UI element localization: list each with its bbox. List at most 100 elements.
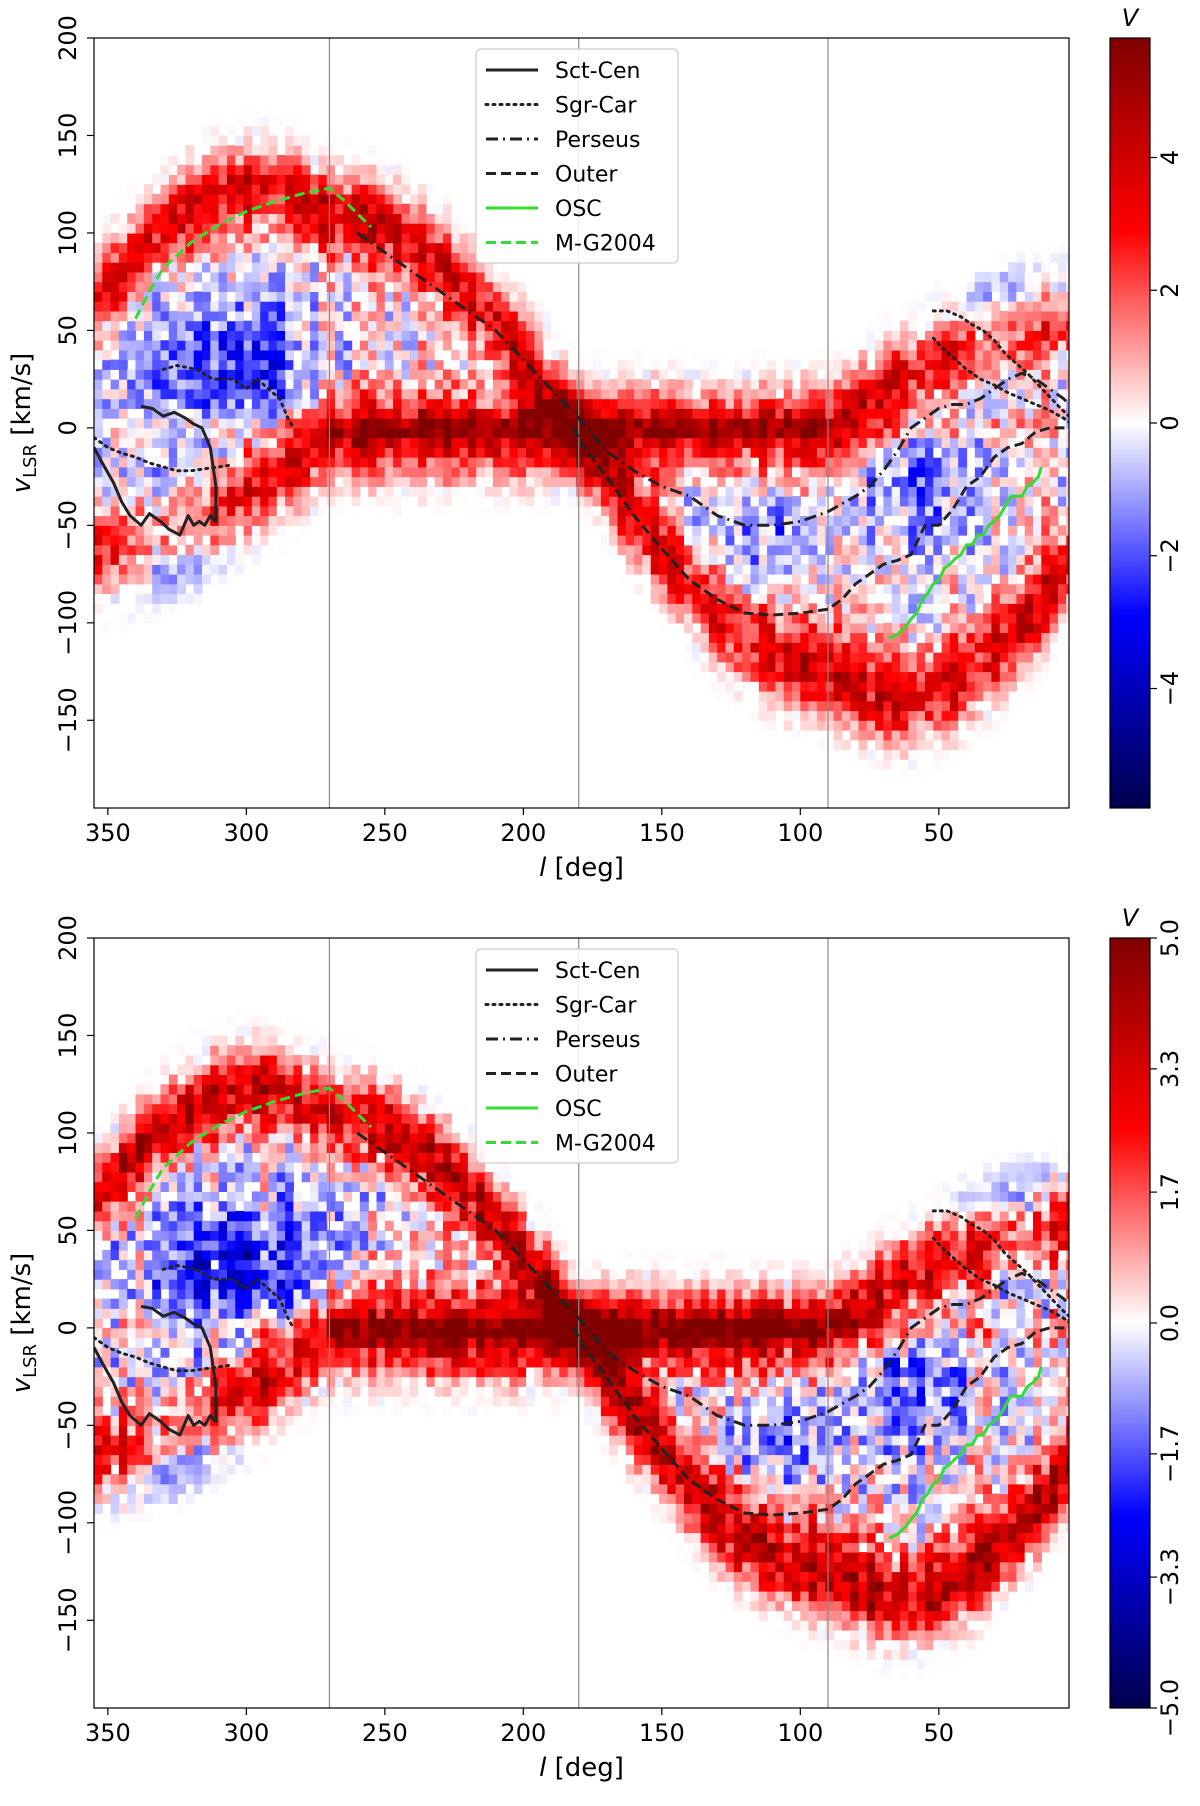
heatmap-cell: [576, 466, 585, 478]
heatmap-cell: [293, 242, 303, 253]
heatmap-cell: [301, 466, 311, 478]
heatmap-cell: [301, 379, 311, 390]
heatmap-cell: [742, 671, 752, 682]
heatmap-cell: [268, 496, 278, 507]
heatmap-cell: [135, 486, 145, 497]
heatmap-cell: [135, 1522, 145, 1534]
heatmap-cell: [185, 369, 195, 380]
heatmap-cell: [235, 164, 245, 175]
heatmap-cell: [634, 359, 643, 370]
heatmap-cell: [185, 1357, 195, 1368]
heatmap-cell: [916, 515, 926, 526]
heatmap-cell: [1024, 574, 1034, 585]
heatmap-cell: [401, 486, 411, 497]
heatmap-cell: [999, 681, 1009, 692]
heatmap-cell: [94, 457, 103, 468]
heatmap-cell: [517, 388, 527, 400]
heatmap-cell: [110, 1123, 120, 1134]
heatmap-cell: [584, 408, 594, 419]
heatmap-cell: [301, 223, 311, 234]
heatmap-cell: [177, 164, 186, 175]
heatmap-cell: [152, 554, 162, 565]
heatmap-cell: [118, 310, 128, 322]
heatmap-cell: [767, 535, 776, 546]
heatmap-cell: [168, 252, 178, 263]
heatmap-cell: [717, 583, 727, 595]
heatmap-cell: [177, 379, 186, 390]
heatmap-cell: [650, 515, 660, 526]
heatmap-cell: [925, 349, 934, 361]
heatmap-cell: [110, 301, 120, 312]
heatmap-cell: [1016, 642, 1026, 653]
heatmap-cell: [534, 505, 544, 517]
heatmap-cell: [1008, 574, 1017, 585]
heatmap-cell: [725, 486, 735, 497]
heatmap-cell: [983, 301, 992, 312]
heatmap-cell: [260, 427, 270, 439]
heatmap-cell: [110, 1493, 120, 1504]
heatmap-cell: [717, 418, 727, 429]
heatmap-cell: [534, 476, 544, 487]
heatmap-cell: [135, 505, 145, 517]
heatmap-cell: [908, 564, 918, 575]
heatmap-cell: [467, 447, 477, 458]
heatmap-cell: [152, 1454, 162, 1465]
heatmap-cell: [393, 349, 402, 361]
heatmap-cell: [94, 369, 103, 380]
heatmap-cell: [700, 496, 710, 507]
heatmap-cell: [102, 291, 112, 302]
heatmap-cell: [742, 632, 752, 643]
heatmap-cell: [185, 320, 195, 331]
heatmap-cell: [767, 466, 776, 478]
heatmap-cell: [94, 418, 103, 429]
heatmap-cell: [368, 330, 378, 341]
heatmap-cell: [1016, 593, 1026, 604]
heatmap-cell: [941, 671, 951, 682]
heatmap-cell: [376, 164, 386, 175]
heatmap-cell: [517, 496, 527, 507]
heatmap-cell: [717, 632, 727, 643]
heatmap-cell: [94, 622, 103, 634]
heatmap-cell: [750, 671, 760, 682]
heatmap-cell: [451, 223, 461, 234]
heatmap-cell: [925, 691, 934, 702]
heatmap-cell: [634, 349, 643, 361]
heatmap-cell: [808, 671, 818, 682]
heatmap-cell: [94, 330, 103, 341]
heatmap-cell: [792, 535, 801, 546]
heatmap-cell: [542, 359, 552, 370]
heatmap-cell: [110, 291, 120, 302]
heatmap-cell: [891, 359, 901, 370]
heatmap-cell: [260, 496, 270, 507]
heatmap-cell: [916, 359, 926, 370]
heatmap-cell: [501, 301, 511, 312]
heatmap-cell: [642, 554, 652, 565]
heatmap-cell: [783, 515, 793, 526]
heatmap-cell: [260, 310, 270, 322]
heatmap-cell: [700, 369, 710, 380]
heatmap-cell: [958, 554, 968, 565]
heatmap-cell: [767, 359, 776, 370]
heatmap-cell: [218, 330, 228, 341]
heatmap-cell: [1041, 574, 1051, 585]
heatmap-cell: [891, 652, 901, 663]
heatmap-cell: [301, 252, 311, 263]
heatmap-cell: [135, 1444, 145, 1456]
heatmap-cell: [351, 369, 361, 380]
heatmap-cell: [783, 447, 793, 458]
heatmap-cell: [999, 593, 1009, 604]
heatmap-cell: [1033, 242, 1042, 253]
heatmap-cell: [202, 203, 211, 214]
heatmap-cell: [933, 476, 943, 487]
heatmap-cell: [534, 330, 544, 341]
heatmap-cell: [941, 710, 951, 721]
heatmap-cell: [492, 359, 502, 370]
heatmap-cell: [293, 486, 303, 497]
heatmap-cell: [285, 398, 294, 409]
heatmap-cell: [177, 242, 186, 253]
heatmap-cell: [185, 1240, 195, 1251]
heatmap-cell: [667, 603, 677, 614]
heatmap-cell: [202, 359, 211, 370]
heatmap-cell: [102, 496, 112, 507]
heatmap-cell: [202, 437, 211, 448]
